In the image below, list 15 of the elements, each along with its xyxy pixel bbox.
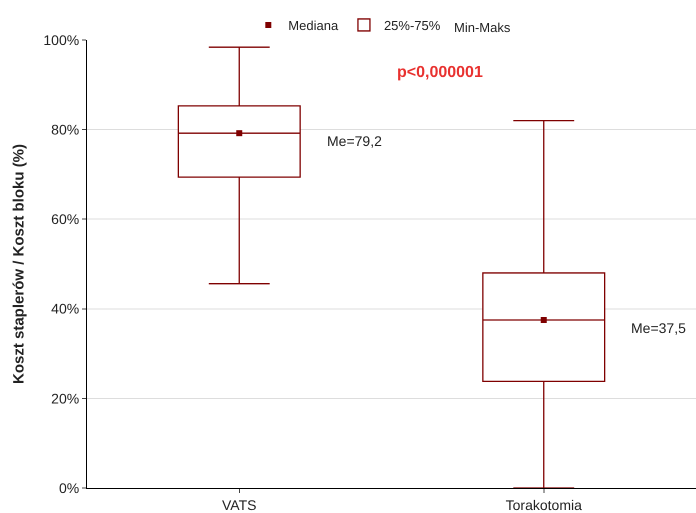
- y-axis-title: Koszt staplerów / Koszt bloku (%): [10, 144, 28, 384]
- y-tick-label: 100%: [43, 32, 80, 48]
- text: Min-Maks: [454, 20, 511, 35]
- annotation: Me=37,5: [631, 320, 686, 336]
- annotation: Me=79,2: [327, 133, 382, 149]
- y-tick-label: 20%: [51, 390, 80, 406]
- y-tick-label: 60%: [51, 211, 80, 228]
- legend-label: 25%-75%: [384, 18, 441, 34]
- annotation: p<0,000001: [397, 64, 483, 81]
- legend-label: Mediana: [288, 18, 339, 34]
- y-tick-label: 40%: [51, 300, 80, 317]
- y-tick-label: 0%: [58, 480, 80, 496]
- x-tick-label: VATS: [222, 496, 256, 513]
- y-tick-label: 80%: [51, 122, 80, 138]
- x-tick-label: Torakotomia: [506, 496, 582, 513]
